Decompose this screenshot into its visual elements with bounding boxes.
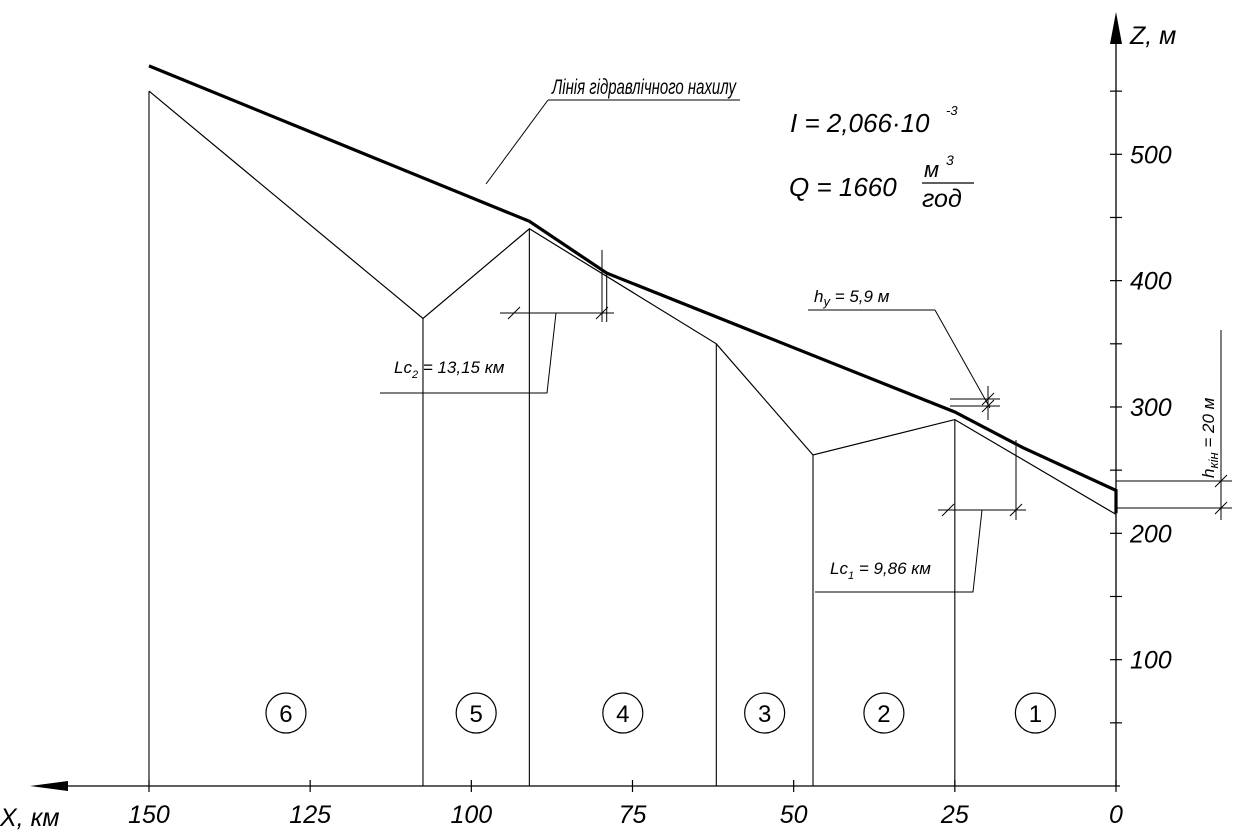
section-boundaries <box>148 91 956 786</box>
section-circle-3 <box>744 692 786 734</box>
lc2-label: Lc2 = 13,15 км <box>394 358 505 381</box>
z-axis-label: Z, м <box>1129 22 1176 50</box>
flow-annotation: Q = 1660 м 3 год <box>789 152 974 213</box>
z-tick-label-200: 200 <box>1129 520 1172 548</box>
x-axis-label: X, км <box>0 804 60 832</box>
section-circle-2 <box>863 692 905 734</box>
z-tick-label-300: 300 <box>1130 394 1172 422</box>
flow-unit-numerator: м <box>924 157 939 182</box>
section-circle-4 <box>602 692 644 734</box>
section-circle-1 <box>1014 692 1057 734</box>
hy-leader-diagonal <box>934 309 991 409</box>
hy-tick-top <box>981 392 995 406</box>
hydraulic-line-callout: Лінія гідравлічного нахилу <box>485 76 740 185</box>
flow-unit-exponent: 3 <box>946 152 954 168</box>
section-number-5: 5 <box>469 701 482 728</box>
hy-label: hy = 5,9 м <box>814 287 890 309</box>
hy-annotation: hy = 5,9 м <box>808 287 1000 420</box>
x-axis-arrow <box>30 781 68 791</box>
z-tick-label-500: 500 <box>1130 141 1172 169</box>
lc1-leader <box>815 509 983 593</box>
section-number-4: 4 <box>616 701 629 728</box>
hydraulic-gradient-line <box>148 64 1118 514</box>
section-number-6: 6 <box>279 701 292 728</box>
hydraulic-line-label: Лінія гідравлічного нахилу <box>551 76 737 99</box>
hkin-label: hкін = 20 м <box>1199 397 1221 478</box>
lc1-annotation: Lc1 = 9,86 км <box>815 440 1026 593</box>
x-tick-label-100: 100 <box>450 801 492 829</box>
lc2-annotation: Lc2 = 13,15 км <box>380 250 614 394</box>
lc1-tick-right <box>1009 503 1023 517</box>
section-circle-5 <box>455 692 497 734</box>
x-axis-ticks: 150 125 100 75 50 25 0 <box>128 780 1123 829</box>
lc2-leader <box>380 312 557 394</box>
section-circle-6 <box>265 692 307 734</box>
hkin-tick-top <box>1214 474 1228 488</box>
terrain-profile-line <box>148 90 1117 515</box>
lc2-tick-left <box>507 306 521 320</box>
x-tick-label-50: 50 <box>780 801 808 829</box>
z-axis-ticks: 100 200 300 400 500 <box>1110 90 1172 724</box>
x-tick-label-125: 125 <box>289 801 331 829</box>
x-tick-label-75: 75 <box>619 801 647 829</box>
lc2-tick-right <box>595 306 609 320</box>
slope-equation: I = 2,066·10 <box>790 108 930 138</box>
callout-leader <box>485 99 549 185</box>
lc1-tick-left <box>941 503 955 517</box>
x-tick-label-25: 25 <box>940 801 969 829</box>
section-markers: 1 2 3 4 5 6 <box>265 692 1057 734</box>
lc1-label: Lc1 = 9,86 км <box>830 559 931 582</box>
slope-exponent: -3 <box>946 103 958 118</box>
x-tick-label-150: 150 <box>128 801 170 829</box>
hy-tick-bottom <box>981 399 995 413</box>
hkin-tick-bottom <box>1214 501 1228 515</box>
z-tick-label-100: 100 <box>1130 647 1172 675</box>
x-tick-label-0: 0 <box>1109 801 1123 829</box>
flow-unit-denominator: год <box>922 185 962 213</box>
section-number-2: 2 <box>877 701 890 728</box>
z-axis-arrow <box>1110 12 1122 44</box>
hkin-annotation: hкін = 20 м <box>1116 330 1232 520</box>
z-tick-label-400: 400 <box>1130 268 1172 296</box>
section-number-1: 1 <box>1029 701 1042 728</box>
section-number-3: 3 <box>758 701 771 728</box>
flow-equation: Q = 1660 <box>789 172 897 202</box>
slope-annotation: I = 2,066·10 -3 <box>790 103 958 138</box>
